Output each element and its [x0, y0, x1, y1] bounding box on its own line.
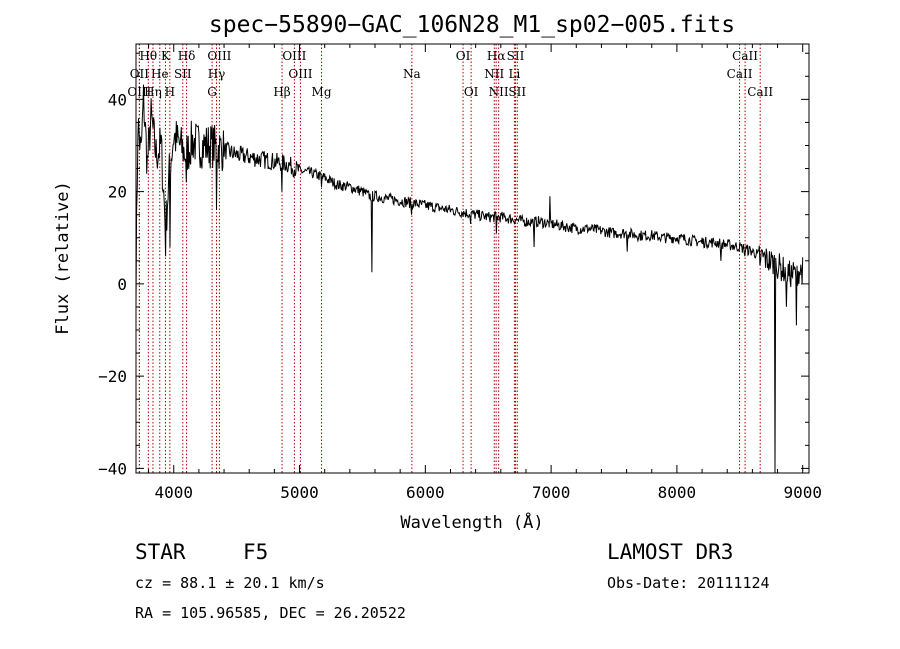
y-tick-label: 20 [108, 183, 127, 202]
survey-name: LAMOST DR3 [607, 540, 734, 564]
flux-spectrum-line [135, 84, 804, 474]
line-marker-label: Na [403, 67, 421, 81]
line-marker-label: OII [130, 67, 150, 81]
line-marker-label: CaII [732, 49, 758, 63]
x-tick-label: 8000 [658, 483, 697, 502]
line-marker-label: SII [507, 49, 525, 63]
x-tick-label: 4000 [154, 483, 193, 502]
line-marker-label: Mg [312, 85, 332, 99]
line-marker-label: H [165, 85, 175, 99]
line-marker-label: OIII [127, 85, 151, 99]
line-marker-label: K [161, 49, 171, 63]
x-tick-label: 9000 [783, 483, 822, 502]
line-marker-label: CaII [727, 67, 753, 81]
y-tick-label: 0 [117, 275, 127, 294]
y-axis-ticks: −40 −20 0 20 40 [98, 52, 809, 478]
line-marker-label: Hη [144, 85, 162, 99]
line-marker-label: Hθ [139, 49, 157, 63]
y-tick-label: 40 [108, 90, 127, 109]
x-tick-label: 5000 [280, 483, 319, 502]
spectral-subclass: F5 [243, 540, 269, 564]
line-marker-label: Hβ [273, 85, 290, 99]
object-class: STAR [135, 540, 186, 564]
line-marker-label: SII [174, 67, 192, 81]
line-marker-label: Hα [487, 49, 506, 63]
redshift-velocity: cz = 88.1 ± 20.1 km/s [135, 574, 325, 592]
spectrum-plot: spec−55890−GAC_106N28_M1_sp02−005.fits H… [53, 12, 822, 533]
line-marker-label: OI [464, 85, 479, 99]
line-marker-label: G [207, 85, 217, 99]
observation-date: Obs-Date: 20111124 [607, 574, 770, 592]
x-tick-label: 6000 [406, 483, 445, 502]
line-marker-label: CaII [747, 85, 773, 99]
chart-title: spec−55890−GAC_106N28_M1_sp02−005.fits [209, 12, 735, 38]
line-marker-label: OIII [282, 49, 306, 63]
line-marker-label: Hγ [208, 67, 226, 81]
line-marker-label: He [151, 67, 169, 81]
y-tick-label: −40 [98, 459, 127, 478]
sky-coordinates: RA = 105.96585, DEC = 26.20522 [135, 604, 406, 622]
y-tick-label: −20 [98, 367, 127, 386]
line-marker-label: SII [508, 85, 526, 99]
line-marker-label: OIII [207, 49, 231, 63]
x-axis-ticks: 4000 5000 6000 7000 8000 9000 [148, 44, 822, 502]
line-marker-label: Li [508, 67, 520, 81]
line-marker-label: NII [484, 67, 504, 81]
line-marker-label: Hδ [178, 49, 196, 63]
line-marker-label: OIII [288, 67, 312, 81]
x-axis-label: Wavelength (Å) [400, 511, 543, 533]
x-tick-label: 7000 [532, 483, 571, 502]
line-marker-label: NII [489, 85, 509, 99]
plot-frame [135, 43, 810, 474]
line-marker-label: OI [456, 49, 471, 63]
y-axis-label: Flux (relative) [53, 181, 73, 335]
